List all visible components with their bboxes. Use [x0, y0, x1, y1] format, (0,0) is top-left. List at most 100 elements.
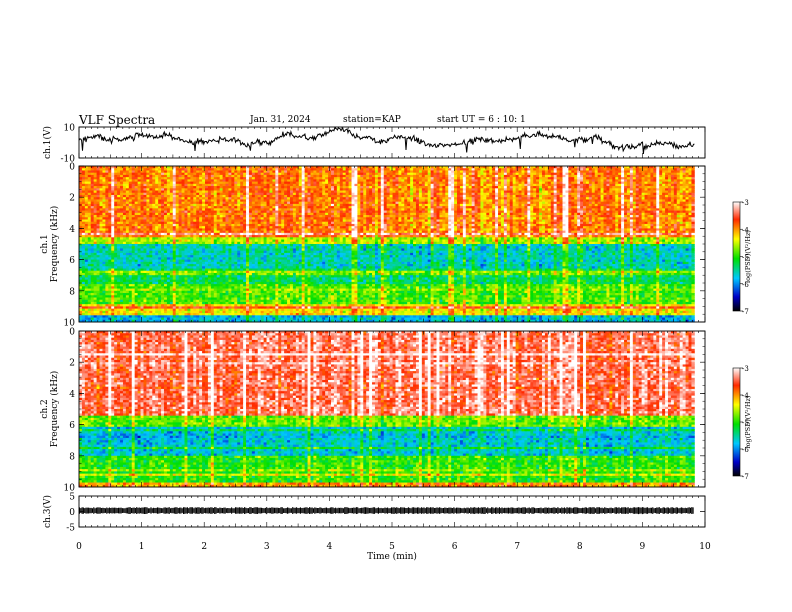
spectrogram-cell [369, 190, 373, 194]
spectrogram-cell [228, 188, 232, 191]
spectrogram-cell [389, 190, 393, 194]
spectrogram-cell [389, 183, 393, 187]
spectrogram-cell [111, 186, 115, 189]
spectrogram-cell [685, 181, 689, 185]
spectrogram-cell [111, 183, 115, 187]
spectrogram-cell [401, 186, 405, 189]
spectrogram-cell [471, 177, 475, 180]
spectrogram-cell [401, 166, 405, 169]
spectrogram-cell [556, 179, 560, 182]
spectrogram-cell [219, 188, 223, 191]
spectrogram-cell [650, 174, 654, 178]
spectrogram-cell [556, 186, 560, 189]
spectrogram-cell [518, 181, 522, 185]
spectrogram-cell [199, 179, 203, 182]
spectrogram-cell [301, 179, 306, 182]
spectrogram-cell [369, 168, 373, 171]
spectrogram-cell [202, 190, 206, 194]
spectrogram-cell [345, 166, 349, 169]
spectrogram-cell [483, 186, 487, 189]
spectrogram-cell [301, 174, 306, 178]
spectrogram-cell [433, 188, 437, 191]
spectrogram-cell [152, 181, 156, 185]
spectrogram-cell [202, 183, 206, 187]
spectrogram-cell [389, 181, 393, 185]
spectrogram-cell [210, 177, 215, 180]
spectrogram-cell [459, 190, 464, 194]
spectrogram-cell [626, 186, 631, 189]
spectrogram-cell [492, 174, 496, 178]
spectrogram-cell [328, 174, 332, 178]
spectrogram-cell [342, 177, 347, 180]
spectrogram-cell [495, 177, 499, 180]
spectrogram-cell [131, 186, 136, 189]
spectrogram-cell [125, 186, 130, 189]
spectrogram-cell [524, 168, 528, 171]
spectrogram-cell [386, 186, 391, 189]
spectrogram-cell [284, 181, 288, 185]
spectrogram-cell [260, 179, 265, 182]
spectrogram-cell [125, 174, 130, 178]
spectrogram-cell [193, 172, 197, 176]
spectrogram-cell [93, 166, 97, 169]
spectrogram-cell [644, 174, 648, 178]
spectrogram-cell [562, 172, 566, 176]
spectrogram-cell [682, 177, 686, 180]
spectrogram-cell [117, 172, 121, 176]
spectrogram-cell [386, 166, 391, 169]
spectrogram-cell [506, 190, 511, 194]
spectrogram-cell [331, 177, 335, 180]
spectrogram-cell [81, 186, 86, 189]
spectrogram-cell [594, 172, 599, 176]
spectrogram-cell [418, 168, 423, 171]
spectrogram-cell [480, 166, 484, 169]
spectrogram-cell [374, 186, 379, 189]
spectrogram-cell [111, 177, 115, 180]
spectrogram-cell [527, 179, 531, 182]
spectrogram-cell [284, 170, 288, 174]
spectrogram-cell [205, 186, 209, 189]
spectrogram-cell [568, 177, 572, 180]
spectrogram-cell [691, 181, 695, 185]
spectrogram-cell [638, 183, 643, 187]
spectrogram-cell [662, 188, 666, 191]
spectrogram-cell [500, 190, 505, 194]
spectrogram-cell [536, 188, 540, 191]
spectrogram-cell [243, 190, 247, 194]
spectrogram-cell [541, 181, 546, 185]
spectrogram-cell [486, 181, 490, 185]
spectrogram-cell [196, 179, 200, 182]
spectrogram-cell [533, 168, 537, 171]
spectrogram-cell [457, 168, 461, 171]
spectrogram-cell [79, 170, 83, 174]
spectrogram-cell [322, 186, 326, 189]
spectrogram-cell [360, 179, 364, 182]
spectrogram-cell [219, 168, 223, 171]
spectrogram-cell [451, 183, 455, 187]
spectrogram-cell [480, 181, 484, 185]
spectrogram-cell [202, 179, 206, 182]
spectrogram-cell [594, 177, 599, 180]
spectrogram-cell [131, 179, 136, 182]
spectrogram-cell [257, 181, 262, 185]
spectrogram-cell [84, 179, 89, 182]
spectrogram-cell [146, 181, 150, 185]
spectrogram-cell [278, 188, 282, 191]
spectrogram-cell [266, 188, 270, 191]
spectrogram-cell [676, 177, 681, 180]
spectrogram-cell [665, 186, 669, 189]
spectrogram-cell [583, 172, 587, 176]
spectrogram-cell [594, 186, 599, 189]
spectrogram-cell [231, 183, 235, 187]
spectrogram-cell [369, 174, 373, 178]
spectrogram-cell [427, 183, 432, 187]
spectrogram-cell [585, 177, 590, 180]
spectrogram-cell [90, 174, 95, 178]
spectrogram-cell [251, 174, 256, 178]
spectrogram-cell [102, 190, 106, 194]
spectrogram-cell [468, 190, 473, 194]
spectrogram-cell [500, 166, 505, 169]
spectrogram-cell [459, 166, 464, 169]
spectrogram-cell [506, 183, 511, 187]
spectrogram-cell [506, 179, 511, 182]
